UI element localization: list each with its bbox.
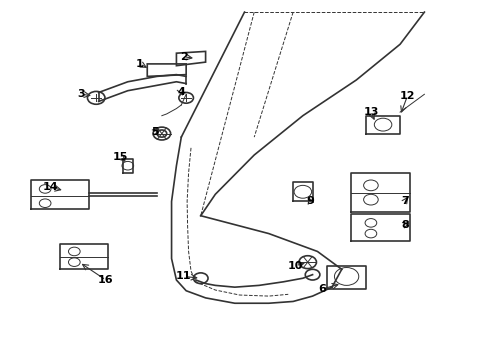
Text: 10: 10 [287, 261, 303, 271]
Text: 15: 15 [113, 152, 128, 162]
Text: 8: 8 [400, 220, 408, 230]
Text: 3: 3 [78, 89, 85, 99]
Text: 12: 12 [399, 91, 414, 101]
Text: 13: 13 [363, 107, 378, 117]
Text: 14: 14 [42, 182, 58, 192]
Text: 6: 6 [318, 284, 325, 294]
Text: 1: 1 [136, 59, 143, 69]
Text: 16: 16 [98, 275, 114, 285]
Text: 7: 7 [400, 197, 408, 206]
Text: 9: 9 [305, 197, 313, 206]
Text: 11: 11 [176, 271, 191, 282]
Text: 4: 4 [177, 87, 185, 98]
Text: 2: 2 [180, 52, 187, 62]
Text: 5: 5 [150, 127, 158, 137]
